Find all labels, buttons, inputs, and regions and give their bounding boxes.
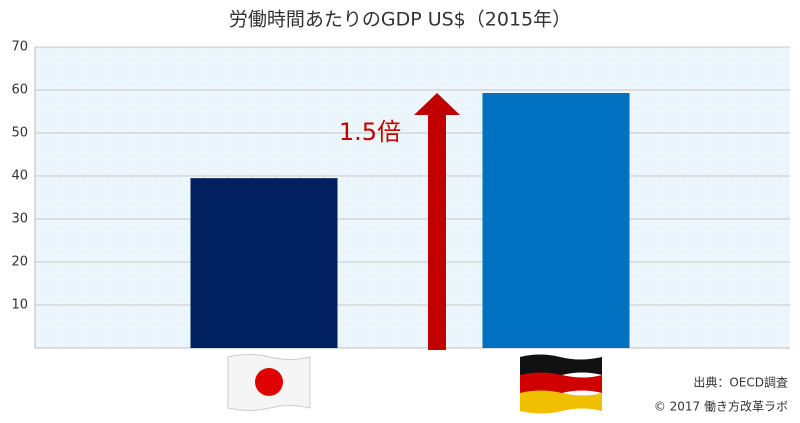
arrow bbox=[414, 93, 460, 350]
y-tick-label: 50 bbox=[11, 126, 28, 141]
y-tick-label: 30 bbox=[11, 212, 28, 227]
y-tick-label: 20 bbox=[11, 255, 28, 270]
y-tick-label: 40 bbox=[11, 169, 28, 184]
plot-background bbox=[35, 47, 790, 348]
y-tick-label: 60 bbox=[11, 83, 28, 98]
y-tick-label: 70 bbox=[11, 40, 28, 55]
bar bbox=[482, 93, 630, 348]
chart-title: 労働時間あたりのGDP US$（2015年） bbox=[229, 9, 571, 31]
copyright: © 2017 働き方改革ラボ bbox=[654, 399, 788, 414]
y-tick-label: 10 bbox=[11, 298, 28, 313]
japan-flag bbox=[227, 354, 311, 411]
bar bbox=[190, 178, 338, 348]
germany-flag bbox=[520, 354, 602, 414]
annotation: 1.5倍 bbox=[339, 118, 401, 146]
source: 出典：OECD調査 bbox=[693, 376, 788, 390]
